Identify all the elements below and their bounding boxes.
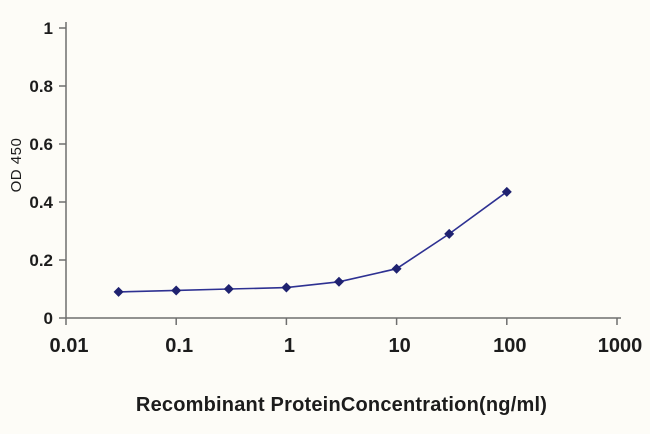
x-tick-label: 0.01 bbox=[50, 335, 89, 357]
x-tick-label: 100 bbox=[493, 335, 526, 357]
y-tick-label: 0.2 bbox=[29, 251, 53, 270]
data-point-marker bbox=[333, 276, 344, 287]
y-axis-title: OD 450 bbox=[8, 137, 25, 193]
x-tick-label: 1 bbox=[284, 335, 295, 357]
y-tick-label: 1 bbox=[44, 19, 53, 38]
y-tick-label: 0.6 bbox=[29, 135, 53, 154]
data-point-marker bbox=[444, 228, 455, 239]
data-line bbox=[118, 191, 508, 293]
x-tick-label: 10 bbox=[388, 335, 410, 357]
y-tick-label: 0 bbox=[44, 309, 53, 328]
data-point-marker bbox=[113, 286, 124, 297]
data-point-marker bbox=[171, 285, 182, 296]
y-tick-label: 0.8 bbox=[29, 77, 53, 96]
data-point-marker bbox=[501, 186, 512, 197]
y-tick-label: 0.4 bbox=[29, 193, 53, 212]
data-point-marker bbox=[391, 263, 402, 274]
x-tick-label: 0.1 bbox=[165, 335, 193, 357]
data-point-marker bbox=[281, 282, 292, 293]
data-point-marker bbox=[223, 284, 234, 294]
x-axis-title: Recombinant ProteinConcentration(ng/ml) bbox=[135, 394, 548, 416]
x-tick-label: 1000 bbox=[598, 335, 643, 357]
